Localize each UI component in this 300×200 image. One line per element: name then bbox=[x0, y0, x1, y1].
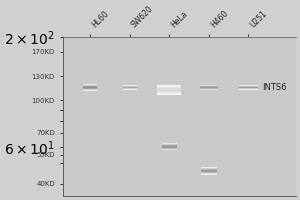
Text: INTS6: INTS6 bbox=[262, 83, 287, 92]
